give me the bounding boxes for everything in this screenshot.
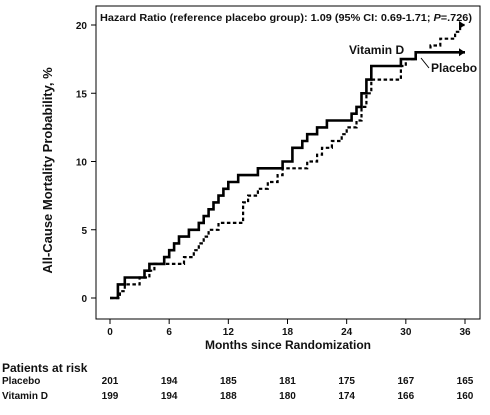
y-tick-label: 10: [76, 158, 88, 169]
risk-count: 181: [279, 376, 296, 387]
series-line-vitamin-d: [110, 23, 465, 300]
x-axis-label: Months since Randomization: [205, 338, 371, 352]
x-tick-label: 6: [166, 327, 172, 338]
risk-row-label: Placebo: [2, 376, 41, 387]
series-label-vitamin-d: Vitamin D: [349, 43, 404, 57]
risk-count: 160: [456, 391, 474, 402]
risk-count: 194: [160, 376, 178, 387]
risk-count: 175: [338, 376, 355, 387]
x-tick-label: 0: [107, 327, 113, 338]
risk-row-placebo: Placebo 201 194 185 181 175 167 165: [0, 376, 490, 390]
risk-count: 188: [219, 391, 237, 402]
risk-count: 185: [219, 376, 237, 387]
y-axis-label: All-Cause Mortality Probability, %: [40, 67, 55, 274]
risk-count: 165: [456, 376, 474, 387]
y-tick-label: 5: [81, 226, 87, 237]
series-end-arrow: [459, 21, 465, 29]
labels-layer: Hazard Ratio (reference placebo group): …: [100, 12, 477, 75]
series-label-placebo: Placebo: [431, 61, 477, 75]
risk-count: 199: [101, 391, 119, 402]
placebo-label-pointer: [420, 57, 430, 69]
y-tick-label: 0: [81, 294, 87, 305]
risk-count: 174: [338, 391, 355, 402]
risk-row-label: Vitamin D: [2, 391, 48, 402]
x-tick-label: 12: [223, 327, 235, 338]
series-layer: [110, 21, 465, 300]
chart-title: Hazard Ratio (reference placebo group): …: [100, 12, 472, 24]
risk-count: 166: [397, 391, 415, 402]
x-tick-label: 30: [400, 327, 412, 338]
series-end-arrow: [459, 48, 465, 57]
x-tick-label: 18: [282, 327, 294, 338]
risk-count: 180: [279, 391, 296, 402]
risk-table-title: Patients at risk: [2, 361, 88, 375]
x-tick-label: 36: [459, 327, 471, 338]
axes: 0 6 12 18 24 30 36 0 5 10 15 20 Months since Randomi…: [40, 21, 471, 352]
risk-row-vitamin-d: Vitamin D 199 194 188 180 174 166 160: [0, 391, 490, 405]
risk-count: 167: [397, 376, 415, 387]
y-tick-label: 15: [76, 89, 88, 100]
risk-count: 194: [160, 391, 178, 402]
y-tick-label: 20: [76, 21, 88, 32]
x-tick-label: 24: [341, 327, 353, 338]
risk-count: 201: [101, 376, 119, 387]
series-line-placebo: [110, 51, 465, 300]
